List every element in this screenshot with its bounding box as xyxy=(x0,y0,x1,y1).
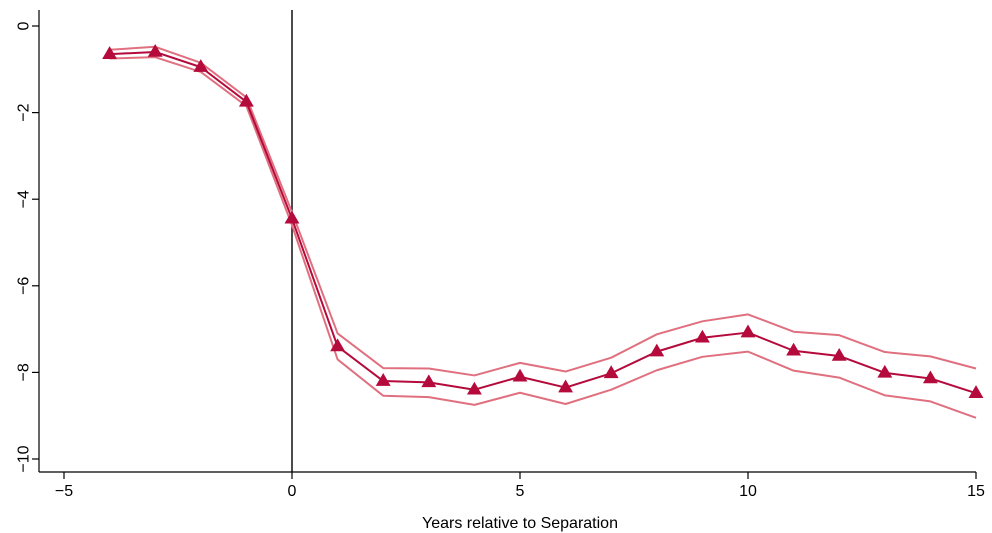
data-point-marker xyxy=(421,374,437,388)
data-point-marker xyxy=(238,93,254,107)
data-point-marker xyxy=(968,385,984,398)
data-point-marker xyxy=(284,210,300,224)
data-point-marker xyxy=(558,379,574,393)
data-point-marker xyxy=(831,347,847,361)
data-point-marker xyxy=(375,373,391,386)
data-point-marker xyxy=(603,365,619,379)
x-tick-label: 0 xyxy=(288,483,297,500)
series-group xyxy=(102,43,984,419)
x-tick-label: 15 xyxy=(967,483,985,500)
series-line-estimate xyxy=(109,50,977,395)
y-tick-label: −10 xyxy=(16,445,33,472)
y-tick-label: −6 xyxy=(16,277,33,295)
axes xyxy=(32,10,977,479)
x-axis-title: Years relative to Separation xyxy=(422,515,618,532)
series-line-lower-ci xyxy=(109,56,977,419)
x-tick-label: −5 xyxy=(55,483,73,500)
data-point-marker xyxy=(193,59,209,72)
y-tick-label: −4 xyxy=(16,190,33,208)
y-tick-label: 0 xyxy=(16,21,33,30)
data-point-marker xyxy=(466,381,482,395)
data-point-marker xyxy=(649,343,665,357)
x-tick-label: 5 xyxy=(516,483,525,500)
y-tick-label: −2 xyxy=(16,103,33,121)
x-tick-label: 10 xyxy=(739,483,757,500)
data-point-marker xyxy=(877,364,893,378)
tick-labels: 0 −2 −4 −6 −8 −10 −5 0 5 10 15 xyxy=(16,21,985,500)
data-point-marker xyxy=(694,329,710,343)
y-tick-label: −8 xyxy=(16,363,33,381)
data-point-marker xyxy=(147,43,163,57)
data-point-marker xyxy=(740,324,756,338)
data-point-marker xyxy=(102,46,118,59)
data-point-marker xyxy=(786,342,802,356)
series-line-upper-ci xyxy=(109,45,977,377)
data-point-marker xyxy=(512,368,528,382)
data-point-marker xyxy=(330,338,346,352)
data-point-marker xyxy=(922,370,938,384)
